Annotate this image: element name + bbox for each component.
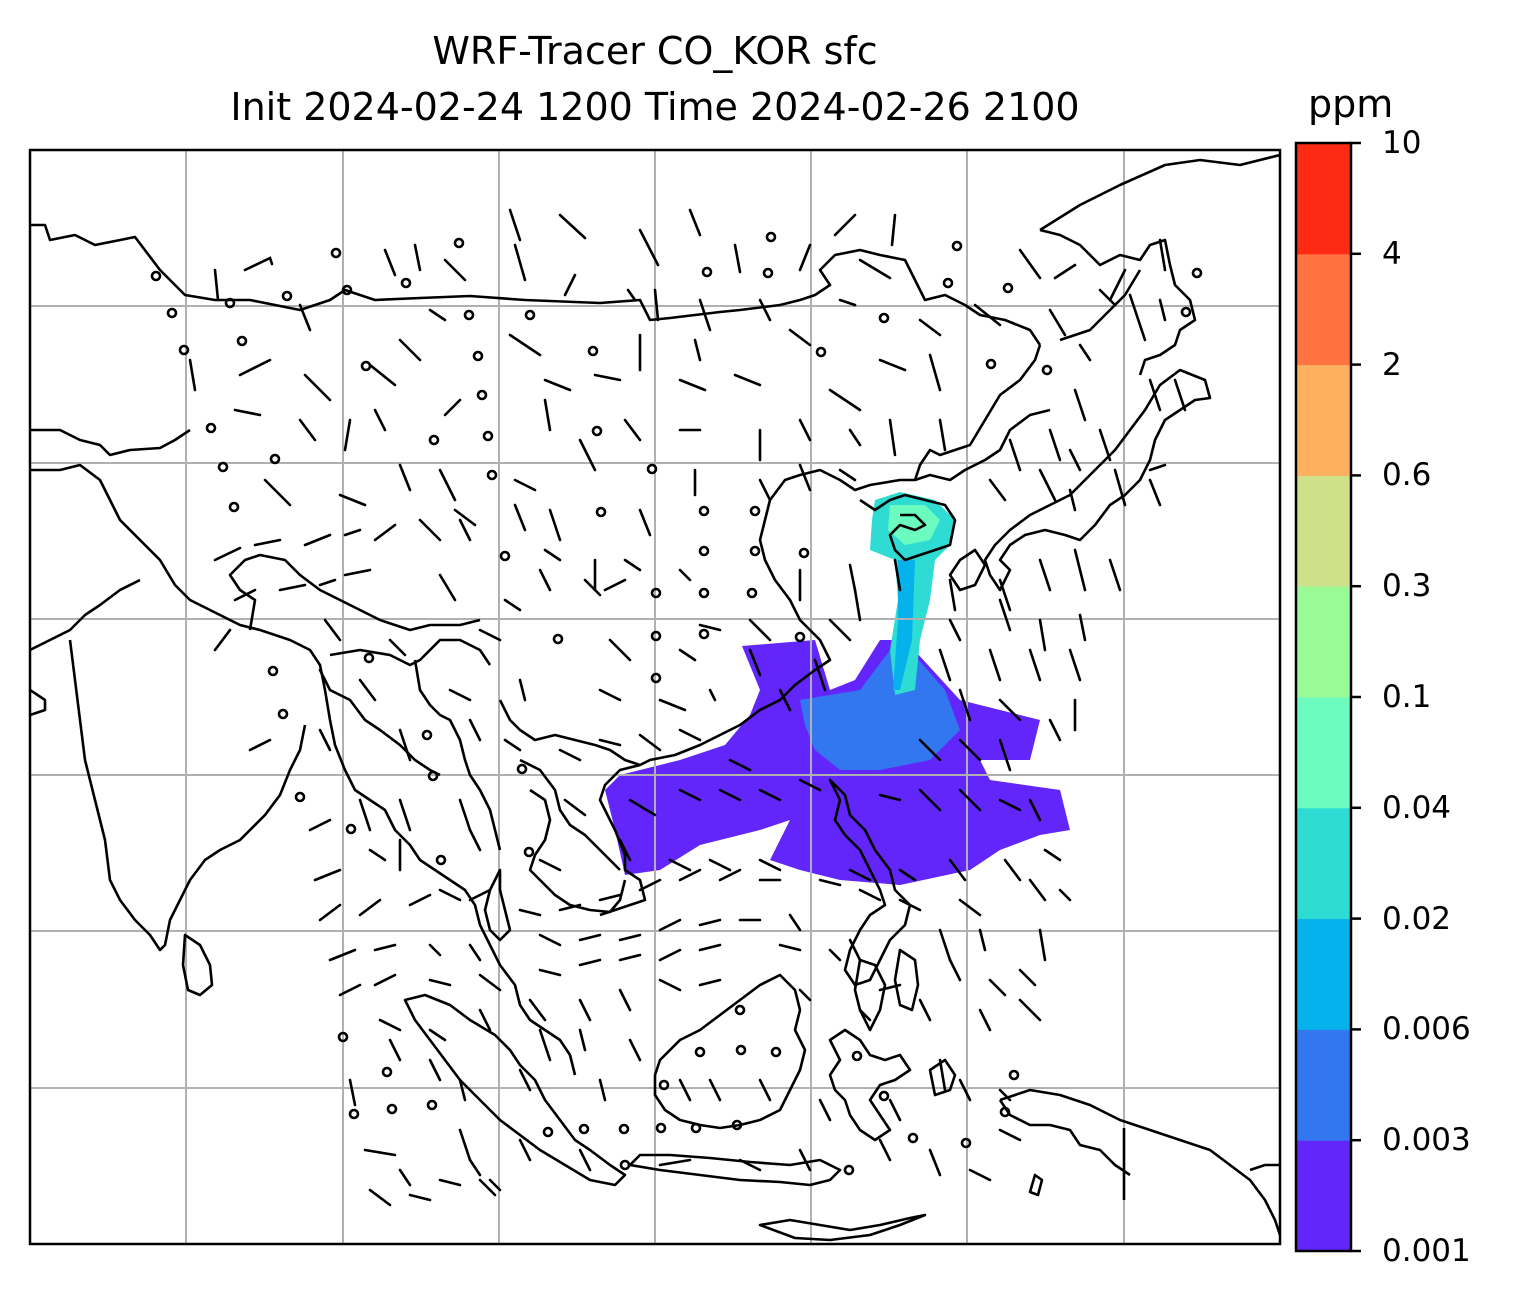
- colorbar-tick-label: 4: [1382, 235, 1402, 272]
- colorbar-tick-label: 2: [1382, 346, 1402, 383]
- gridlines: [30, 150, 1280, 1244]
- colorbar-swatch: [1296, 253, 1351, 366]
- colorbar-units: ppm: [1308, 82, 1394, 126]
- colorbar-swatch: [1296, 918, 1351, 1030]
- plume-inner-band: [800, 650, 960, 770]
- colorbar-swatch: [1296, 697, 1351, 809]
- colorbar-tick-label: 0.04: [1382, 789, 1452, 826]
- map-frame: [28, 148, 1282, 1246]
- colorbar-tick-label: 0.02: [1382, 900, 1452, 937]
- colorbar-tick-label: 10: [1382, 125, 1422, 161]
- colorbar-swatch: [1296, 475, 1351, 587]
- colorbar-swatch: [1296, 364, 1351, 476]
- colorbar-swatch: [1296, 807, 1351, 920]
- plume-strip-a: [893, 560, 915, 690]
- colorbar-tick-label: 0.006: [1382, 1011, 1471, 1048]
- colorbar-tick-label: 0.3: [1382, 568, 1432, 605]
- colorbar-tick-label: 0.1: [1382, 679, 1432, 715]
- colorbar-tick-label: 0.003: [1382, 1122, 1471, 1159]
- colorbar-tick-label: 0.6: [1382, 457, 1432, 494]
- map-subtitle: Init 2024-02-24 1200 Time 2024-02-26 210…: [230, 85, 1080, 129]
- map-title: WRF-Tracer CO_KOR sfc: [432, 29, 878, 73]
- wind-barbs: [150, 208, 1203, 1207]
- colorbar-swatch: [1296, 586, 1351, 698]
- colorbar-tick-label: 0.001: [1382, 1233, 1471, 1269]
- coastlines: [30, 153, 1280, 1242]
- colorbar: [1294, 141, 1361, 1253]
- colorbar-swatch: [1296, 1140, 1351, 1252]
- colorbar-swatch: [1296, 1029, 1351, 1141]
- colorbar-swatch: [1296, 143, 1351, 255]
